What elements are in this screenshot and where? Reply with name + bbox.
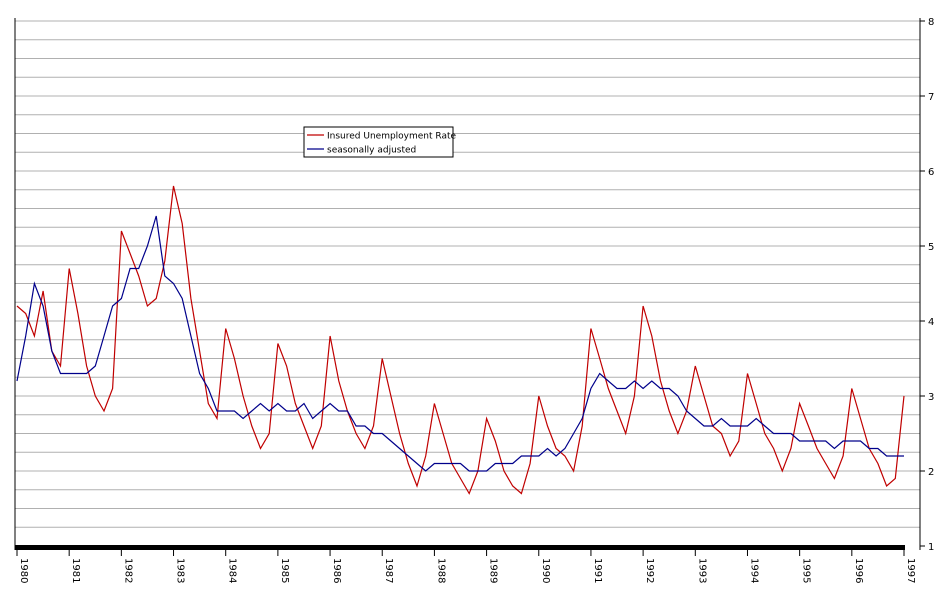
- y-tick-label: 4: [928, 317, 934, 328]
- y-tick-label: 6: [928, 167, 934, 178]
- x-tick-label: 1983: [175, 558, 186, 583]
- legend-label: Insured Unemployment Rate: [327, 132, 457, 142]
- x-tick-label: 1984: [227, 558, 238, 583]
- x-tick-label: 1996: [853, 558, 864, 583]
- legend-box: [303, 126, 454, 158]
- x-tick-label: 1995: [801, 558, 812, 583]
- x-tick-label: 1986: [331, 558, 342, 583]
- x-tick-label: 1980: [18, 558, 29, 583]
- y-tick-label: 5: [928, 242, 934, 253]
- y-tick-label: 7: [928, 92, 934, 103]
- x-tick-label: 1987: [383, 558, 394, 583]
- series-line: [16, 185, 905, 495]
- x-tick-label: 1990: [540, 558, 551, 583]
- x-tick-label: 1985: [279, 558, 290, 583]
- series-line: [16, 215, 904, 472]
- y-tick-label: 8: [928, 17, 934, 28]
- x-tick-label: 1992: [644, 558, 655, 583]
- x-tick-label: 1988: [435, 558, 446, 583]
- y-tick-label: 1: [928, 542, 934, 553]
- y-tick-label: 2: [928, 467, 934, 478]
- x-tick-label: 1997: [905, 558, 916, 583]
- legend-label: seasonally adjusted: [327, 146, 416, 156]
- x-axis-bar: [15, 545, 905, 550]
- y-tick-label: 3: [928, 392, 934, 403]
- x-tick-label: 1989: [488, 558, 499, 583]
- x-tick-label: 1991: [592, 558, 603, 583]
- x-tick-label: 1982: [122, 558, 133, 583]
- x-tick-label: 1993: [696, 558, 707, 583]
- x-tick-label: 1981: [70, 558, 81, 583]
- x-tick-label: 1994: [748, 558, 759, 583]
